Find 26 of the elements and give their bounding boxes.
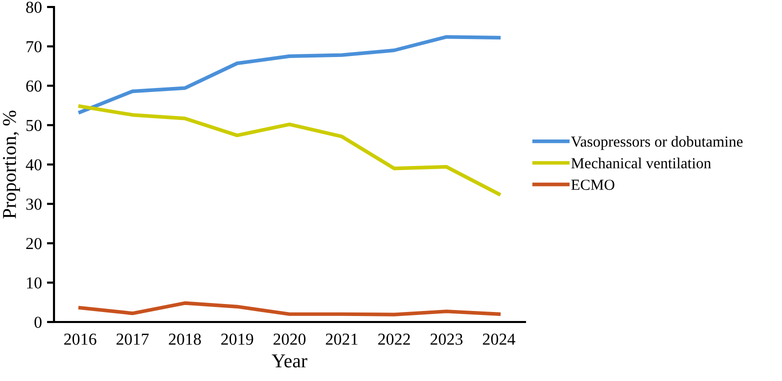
x-tick-label: 2018 [168, 334, 201, 345]
legend-label: ECMO [571, 180, 614, 190]
line-series [78, 104, 501, 196]
x-tick-label: 2021 [326, 334, 358, 345]
y-tick-label: 60 [26, 80, 42, 92]
y-tick-label: 0 [34, 316, 42, 328]
x-axis-title: Year [272, 354, 308, 368]
x-tick-label: 2020 [274, 334, 306, 345]
x-tick-label: 2016 [64, 334, 96, 345]
line-series [78, 301, 501, 316]
y-tick-label: 50 [26, 120, 42, 132]
legend-label: Mechanical ventilation [571, 158, 712, 168]
y-tick-label: 10 [26, 277, 42, 289]
x-tick-label: 2019 [221, 334, 254, 345]
x-tick-label: 2023 [430, 334, 463, 345]
legend-label: Vasopressors or dobutamine [571, 136, 743, 150]
y-axis-title: Proportion, % [2, 110, 20, 218]
line-series [78, 35, 501, 114]
y-tick-label: 40 [26, 159, 42, 170]
y-tick-label: 70 [26, 41, 42, 52]
y-tick-label: 20 [26, 238, 42, 250]
x-tick-label: 2024 [482, 334, 516, 345]
y-tick-label: 30 [26, 198, 42, 210]
y-tick-label: 80 [26, 2, 42, 13]
x-tick-label: 2017 [116, 334, 149, 345]
x-tick-label: 2022 [378, 334, 410, 345]
